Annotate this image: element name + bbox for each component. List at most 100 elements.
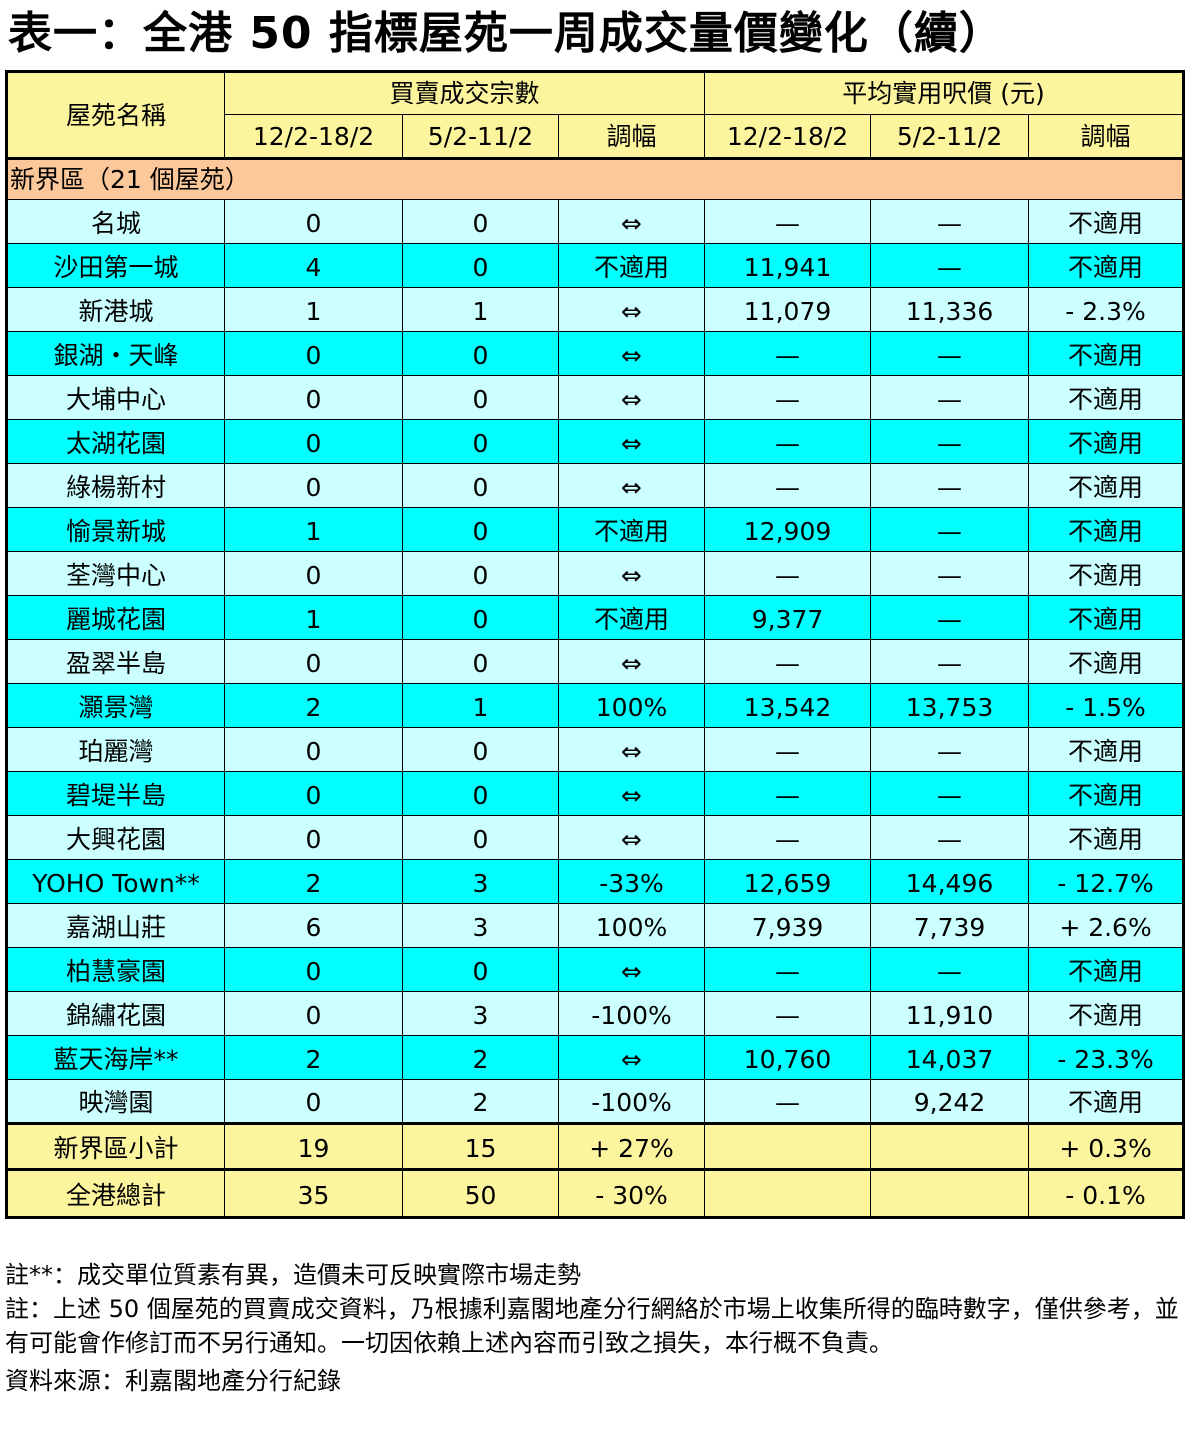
- volume-current-cell: 0: [224, 1079, 403, 1124]
- volume-current-cell: 0: [224, 375, 403, 420]
- price-change-cell: 不適用: [1028, 727, 1185, 772]
- estate-name-cell: 灝景灣: [6, 683, 225, 728]
- estate-name-cell: 沙田第一城: [6, 243, 225, 288]
- table-row: 大埔中心 0 0 ⇔ — — 不適用: [6, 375, 1185, 420]
- price-change-cell: 不適用: [1028, 331, 1185, 376]
- price-change-cell: 不適用: [1028, 419, 1185, 464]
- volume-change-cell: 不適用: [557, 507, 706, 552]
- price-change-cell: 不適用: [1028, 771, 1185, 816]
- price-previous-cell: 11,336: [870, 287, 1030, 332]
- volume-current-cell: 2: [224, 859, 403, 904]
- price-change-cell: 不適用: [1028, 1079, 1185, 1124]
- header-price-current: 12/2-18/2: [704, 114, 872, 159]
- volume-current-cell: 0: [224, 815, 403, 860]
- price-current-cell: 12,909: [704, 507, 872, 552]
- volume-previous-cell: 3: [402, 859, 559, 904]
- volume-change-cell: ⇔: [557, 771, 706, 816]
- price-previous-cell: —: [870, 375, 1030, 420]
- table-row: 藍天海岸** 2 2 ⇔ 10,760 14,037- 23.3%: [6, 1035, 1185, 1080]
- volume-change-cell: -33%: [557, 859, 706, 904]
- volume-previous-cell: 3: [402, 903, 559, 948]
- price-previous-cell: [870, 1123, 1030, 1170]
- volume-current-cell: 6: [224, 903, 403, 948]
- volume-previous-cell: 0: [402, 243, 559, 288]
- note-quality: 註**：成交單位質素有異，造價未可反映實際市場走勢: [5, 1261, 581, 1289]
- volume-current-cell: 4: [224, 243, 403, 288]
- table-row: 綠楊新村 0 0 ⇔ — — 不適用: [6, 463, 1185, 508]
- header-price-change: 調幅: [1028, 114, 1185, 159]
- transaction-table: 屋苑名稱 買賣成交宗數 平均實用呎價 (元) 12/2-18/2 5/2-11/…: [5, 70, 1186, 1219]
- price-current-cell: 7,939: [704, 903, 872, 948]
- table-row: 銀湖・天峰 0 0 ⇔ — — 不適用: [6, 331, 1185, 376]
- volume-previous-cell: 0: [402, 551, 559, 596]
- volume-change-cell: + 27%: [557, 1123, 706, 1170]
- price-change-cell: 不適用: [1028, 991, 1185, 1036]
- price-current-cell: —: [704, 771, 872, 816]
- price-current-cell: —: [704, 419, 872, 464]
- header-row-group: 屋苑名稱 買賣成交宗數 平均實用呎價 (元): [6, 71, 1185, 159]
- price-current-cell: [704, 1169, 872, 1218]
- estate-name-cell: 錦繡花園: [6, 991, 225, 1036]
- volume-change-cell: ⇔: [557, 551, 706, 596]
- table-row: 碧堤半島 0 0 ⇔ — — 不適用: [6, 771, 1185, 816]
- price-previous-cell: —: [870, 727, 1030, 772]
- estate-name-cell: 新港城: [6, 287, 225, 332]
- table-body: 屋苑名稱 買賣成交宗數 平均實用呎價 (元) 12/2-18/2 5/2-11/…: [5, 71, 1185, 1218]
- volume-current-cell: 1: [224, 595, 403, 640]
- price-change-cell: 不適用: [1028, 463, 1185, 508]
- price-previous-cell: 13,753: [870, 683, 1030, 728]
- volume-change-cell: ⇔: [557, 375, 706, 420]
- volume-change-cell: ⇔: [557, 639, 706, 684]
- data-source: 資料來源：利嘉閣地產分行紀錄: [5, 1367, 341, 1395]
- price-previous-cell: 14,496: [870, 859, 1030, 904]
- price-current-cell: —: [704, 199, 872, 244]
- volume-previous-cell: 0: [402, 815, 559, 860]
- volume-change-cell: ⇔: [557, 1035, 706, 1080]
- price-change-cell: + 0.3%: [1028, 1123, 1185, 1170]
- estate-name-cell: 名城: [6, 199, 225, 244]
- price-change-cell: + 2.6%: [1028, 903, 1185, 948]
- estate-name-cell: 大埔中心: [6, 375, 225, 420]
- volume-previous-cell: 50: [402, 1169, 559, 1218]
- estate-name-cell: 盈翠半島: [6, 639, 225, 684]
- price-change-cell: 不適用: [1028, 595, 1185, 640]
- price-previous-cell: —: [870, 199, 1030, 244]
- volume-previous-cell: 0: [402, 595, 559, 640]
- price-current-cell: —: [704, 463, 872, 508]
- section-title: 新界區（21 個屋苑）: [5, 158, 1185, 200]
- price-current-cell: 9,377: [704, 595, 872, 640]
- header-price-group: 平均實用呎價 (元): [704, 71, 1185, 115]
- price-previous-cell: —: [870, 331, 1030, 376]
- volume-current-cell: 19: [224, 1123, 403, 1170]
- volume-change-cell: ⇔: [557, 199, 706, 244]
- volume-previous-cell: 0: [402, 199, 559, 244]
- estate-name-cell: 麗城花園: [6, 595, 225, 640]
- volume-change-cell: ⇔: [557, 947, 706, 992]
- volume-previous-cell: 15: [402, 1123, 559, 1170]
- table-row: 柏慧豪園 0 0 ⇔ — — 不適用: [6, 947, 1185, 992]
- header-volume-change: 調幅: [557, 114, 706, 159]
- estate-name-cell: 綠楊新村: [6, 463, 225, 508]
- table-row: 嘉湖山莊 6 3 100% 7,939 7,739 + 2.6%: [6, 903, 1185, 948]
- volume-previous-cell: 0: [402, 771, 559, 816]
- table-row: 珀麗灣 0 0 ⇔ — — 不適用: [6, 727, 1185, 772]
- total-row: 全港總計 35 50- 30% - 0.1%: [6, 1169, 1185, 1218]
- price-change-cell: 不適用: [1028, 947, 1185, 992]
- price-change-cell: - 0.1%: [1028, 1169, 1185, 1218]
- estate-name-cell: YOHO Town**: [6, 859, 225, 904]
- price-current-cell: —: [704, 375, 872, 420]
- price-previous-cell: —: [870, 771, 1030, 816]
- price-previous-cell: 7,739: [870, 903, 1030, 948]
- price-previous-cell: 9,242: [870, 1079, 1030, 1124]
- price-current-cell: —: [704, 727, 872, 772]
- volume-previous-cell: 2: [402, 1079, 559, 1124]
- volume-change-cell: ⇔: [557, 419, 706, 464]
- volume-change-cell: 不適用: [557, 243, 706, 288]
- volume-previous-cell: 0: [402, 331, 559, 376]
- volume-current-cell: 0: [224, 551, 403, 596]
- footnotes: 註**：成交單位質素有異，造價未可反映實際市場走勢 註：上述 50 個屋苑的買賣…: [5, 1258, 1183, 1398]
- volume-previous-cell: 0: [402, 639, 559, 684]
- estate-name-cell: 藍天海岸**: [6, 1035, 225, 1080]
- volume-previous-cell: 0: [402, 419, 559, 464]
- volume-current-cell: 0: [224, 331, 403, 376]
